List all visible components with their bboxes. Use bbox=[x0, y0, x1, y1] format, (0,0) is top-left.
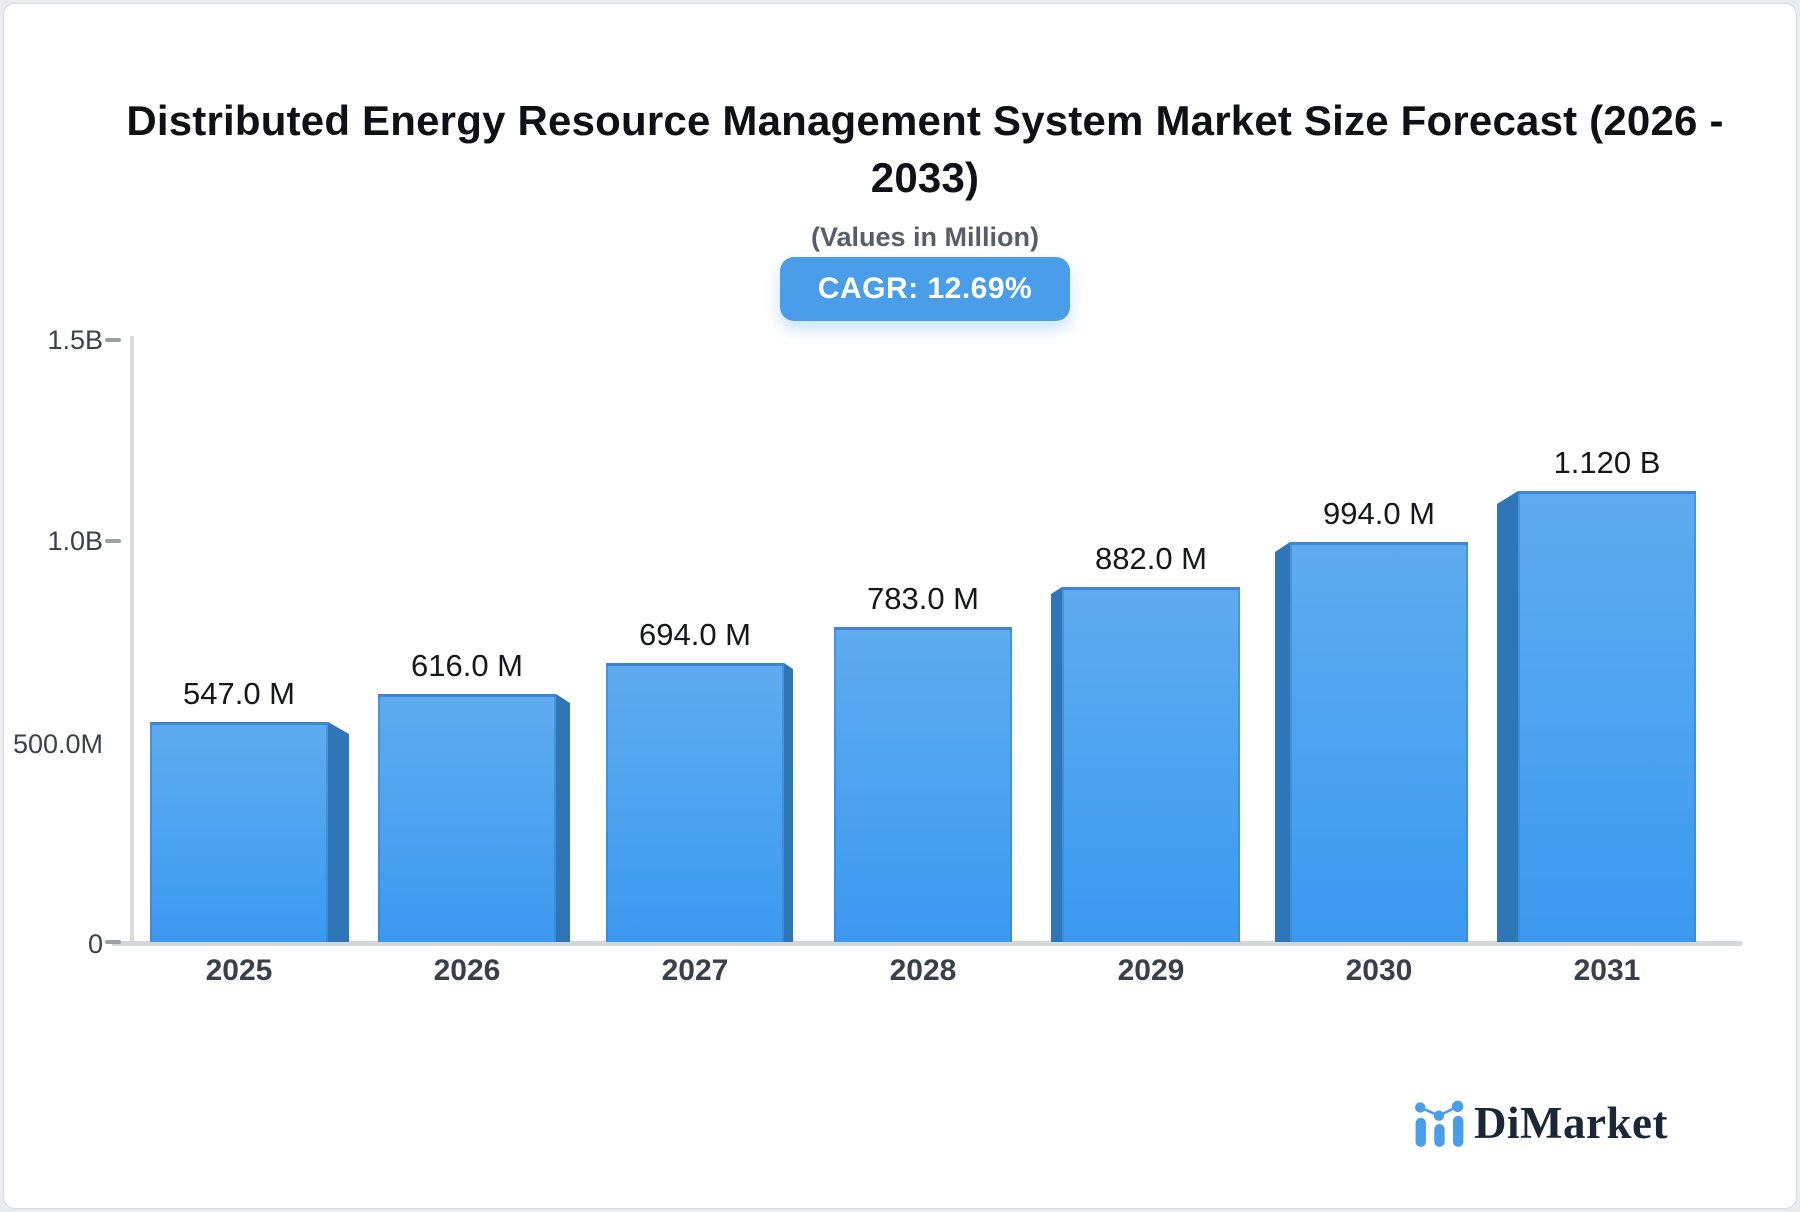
x-axis-label-2031: 2031 bbox=[1573, 954, 1641, 987]
bar-value-label-2026: 616.0 M bbox=[410, 648, 523, 683]
bar-side-face-2027 bbox=[784, 663, 793, 942]
bar-2028[interactable] bbox=[834, 627, 1012, 942]
bar-side-face-2025 bbox=[328, 722, 349, 942]
y-tick-label-1-0b: 1.0B bbox=[47, 526, 103, 556]
bar-side-face-2031 bbox=[1497, 491, 1518, 942]
y-tick-dash-0 bbox=[105, 940, 121, 944]
dimarket-logo: DiMarket bbox=[1414, 1098, 1668, 1148]
bar-2026[interactable] bbox=[378, 694, 556, 942]
bar-value-label-2025: 547.0 M bbox=[182, 676, 295, 711]
y-tick-label-0: 0 bbox=[87, 929, 103, 959]
x-axis-label-2029: 2029 bbox=[1117, 954, 1185, 987]
x-axis-label-2025: 2025 bbox=[205, 954, 273, 987]
y-tick-label-1-5b: 1.5B bbox=[47, 325, 103, 355]
page-title-line-2: 2033) bbox=[870, 154, 980, 201]
bar-side-face-2026 bbox=[556, 694, 570, 942]
bar-value-label-2030: 994.0 M bbox=[1322, 496, 1435, 531]
y-tick-dash-1-0b bbox=[105, 539, 121, 543]
y-tick-dash-1-5b bbox=[105, 338, 121, 342]
bar-value-label-2027: 694.0 M bbox=[638, 617, 751, 652]
bar-2025[interactable] bbox=[150, 722, 328, 942]
dimarket-logo-icon bbox=[1415, 1100, 1464, 1147]
bar-value-label-2029: 882.0 M bbox=[1094, 541, 1207, 576]
cagr-badge: CAGR: 12.69% bbox=[780, 257, 1070, 321]
y-tick-label-500m: 500.0M bbox=[12, 729, 103, 759]
bar-side-face-2030 bbox=[1275, 542, 1290, 942]
bar-value-label-2031: 1.120 B bbox=[1553, 445, 1661, 480]
page-title-line-1: Distributed Energy Resource Management S… bbox=[126, 97, 1724, 144]
x-axis-label-2030: 2030 bbox=[1345, 954, 1413, 987]
y-axis-line bbox=[130, 336, 134, 946]
dimarket-logo-text: DiMarket bbox=[1474, 1098, 1668, 1148]
bar-2031[interactable] bbox=[1518, 491, 1696, 942]
x-axis-baseline bbox=[112, 941, 1742, 946]
x-axis-label-2027: 2027 bbox=[661, 954, 729, 987]
bar-value-label-2028: 783.0 M bbox=[866, 581, 979, 616]
bar-2030[interactable] bbox=[1290, 542, 1468, 942]
chart-subtitle: (Values in Million) bbox=[810, 222, 1040, 252]
bar-2029[interactable] bbox=[1062, 587, 1240, 942]
page-title: Distributed Energy Resource Management S… bbox=[25, 92, 1800, 206]
bar-side-face-2029 bbox=[1051, 587, 1062, 942]
bar-2027[interactable] bbox=[606, 663, 784, 942]
x-axis-label-2028: 2028 bbox=[889, 954, 957, 987]
x-axis-label-2026: 2026 bbox=[433, 954, 501, 987]
